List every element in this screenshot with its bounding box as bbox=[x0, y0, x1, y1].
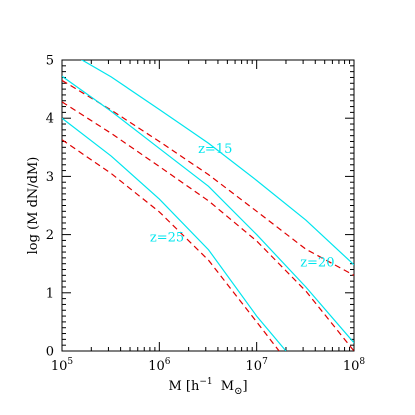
annotation-layer: z=15 z=20 z=25 bbox=[150, 142, 335, 270]
x-axis-label-h-exponent: −1 bbox=[199, 377, 212, 387]
y-tick-label: 5 bbox=[46, 54, 54, 69]
x-axis-label: M [h−1 M⊙] bbox=[168, 377, 247, 397]
y-tick-labels: 0 1 2 3 4 5 bbox=[46, 54, 54, 360]
solid-curve-2 bbox=[62, 75, 354, 344]
y-axis-label: log (M dN/dM) bbox=[26, 157, 41, 255]
y-tick-label: 2 bbox=[46, 228, 54, 243]
plot-frame bbox=[61, 59, 355, 352]
axis-ticks bbox=[61, 59, 354, 352]
dashed-curve-3 bbox=[62, 101, 354, 351]
dashed-curve-1 bbox=[62, 79, 354, 276]
y-tick-label: 0 bbox=[46, 345, 54, 360]
solid-curve-0 bbox=[80, 60, 354, 266]
y-tick-label: 3 bbox=[46, 170, 54, 185]
x-tick-label: 105 bbox=[51, 357, 74, 374]
x-axis-label-h: h bbox=[191, 379, 200, 394]
x-tick-label: 106 bbox=[148, 357, 171, 374]
curve-annotation: z=20 bbox=[300, 256, 334, 271]
x-tick-label: 107 bbox=[246, 357, 269, 374]
solid-curve-4 bbox=[62, 117, 287, 351]
x-axis-label-main: M bbox=[168, 379, 181, 394]
x-tick-labels: 105 106 107 108 bbox=[51, 357, 366, 374]
curve-annotation: z=25 bbox=[150, 231, 184, 246]
x-axis-label-msun: M bbox=[221, 379, 234, 394]
x-axis-label-msun-subscript: ⊙ bbox=[234, 386, 242, 397]
x-tick-label: 108 bbox=[343, 357, 366, 374]
y-tick-label: 1 bbox=[46, 286, 54, 301]
series-layer bbox=[62, 60, 354, 351]
x-axis-label-bracket-open: [ bbox=[186, 379, 191, 394]
x-axis-label-bracket-close: ] bbox=[242, 379, 247, 394]
dashed-curve-5 bbox=[62, 139, 280, 351]
curve-annotation: z=15 bbox=[198, 142, 232, 157]
y-tick-label: 4 bbox=[46, 112, 54, 127]
